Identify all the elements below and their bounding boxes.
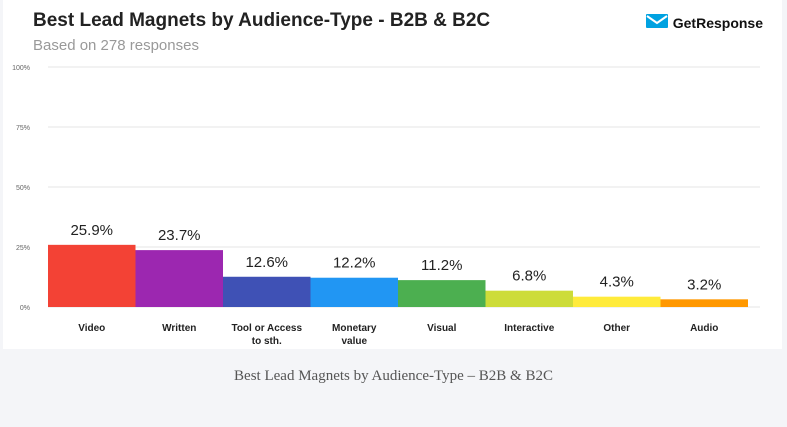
data-label: 12.6%: [245, 254, 288, 271]
brand-name: GetResponse: [672, 15, 763, 31]
bar: [660, 299, 748, 307]
bar-chart: 100% 75% 50% 25% 0% 25.9% Video 23.7% Written 12.…: [12, 65, 760, 347]
x-tick-label: Visual: [427, 323, 456, 334]
x-tick-label: to sth.: [252, 336, 282, 347]
bar: [48, 244, 136, 307]
x-tick-label: Monetary: [332, 323, 377, 334]
data-label: 12.2%: [333, 255, 376, 272]
bar: [223, 276, 311, 307]
x-tick-label: Audio: [690, 323, 718, 334]
bar: [398, 280, 486, 307]
data-label: 23.7%: [158, 227, 201, 244]
envelope-icon: [645, 13, 668, 33]
chart-subtitle: Based on 278 responses: [33, 37, 199, 54]
bar: [135, 250, 223, 307]
bar: [310, 277, 398, 307]
chart-title: Best Lead Magnets by Audience-Type - B2B…: [33, 10, 491, 31]
data-label: 3.2%: [687, 276, 721, 293]
x-tick-label: Tool or Access: [231, 323, 302, 334]
bar: [485, 290, 573, 307]
data-label: 25.9%: [70, 222, 113, 239]
data-label: 4.3%: [600, 274, 634, 291]
y-tick-label: 0%: [20, 305, 30, 312]
x-tick-label: Other: [603, 323, 630, 334]
data-label: 11.2%: [421, 257, 462, 274]
data-label: 6.8%: [512, 268, 546, 285]
x-tick-label: Video: [78, 323, 105, 334]
x-tick-label: Written: [162, 323, 196, 334]
y-tick-label: 100%: [12, 65, 30, 72]
figure-caption: Best Lead Magnets by Audience-Type – B2B…: [234, 368, 553, 384]
y-tick-label: 50%: [16, 185, 30, 192]
x-tick-label: value: [341, 336, 367, 347]
y-tick-label: 75%: [16, 125, 30, 132]
y-tick-label: 25%: [16, 245, 30, 252]
x-tick-label: Interactive: [504, 323, 554, 334]
brand-logo: GetResponse: [645, 13, 763, 33]
bar: [573, 296, 661, 307]
